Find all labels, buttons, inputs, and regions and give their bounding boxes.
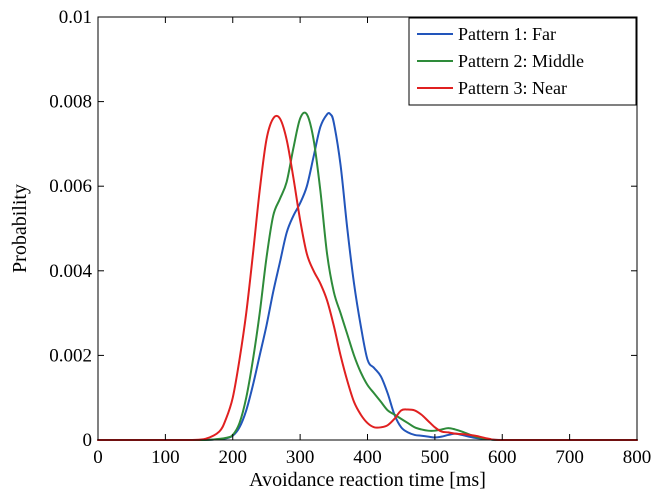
series-line-2 xyxy=(97,111,638,442)
x-tick-label: 200 xyxy=(219,447,248,468)
legend-label-3: Pattern 3: Near xyxy=(458,78,567,98)
x-tick-label: 300 xyxy=(286,447,315,468)
y-tick-label: 0.01 xyxy=(59,7,92,28)
y-tick-label: 0.008 xyxy=(49,92,92,113)
y-tick-label: 0 xyxy=(83,430,93,451)
y-tick-label: 0.002 xyxy=(49,345,92,366)
x-tick-label: 0 xyxy=(93,447,103,468)
x-tick-label: 700 xyxy=(555,447,584,468)
x-axis-label: Avoidance reaction time [ms] xyxy=(249,469,486,491)
x-tick-label: 500 xyxy=(421,447,450,468)
series-line-1 xyxy=(97,111,638,442)
x-tick-label: 400 xyxy=(353,447,382,468)
x-tick-label: 600 xyxy=(488,447,517,468)
legend-label-2: Pattern 2: Middle xyxy=(458,51,584,71)
legend-label-1: Pattern 1: Far xyxy=(458,24,556,44)
y-tick-label: 0.004 xyxy=(49,261,92,282)
series-line-3 xyxy=(97,114,638,442)
axis-tick-labels: 0 100 200 300 400 500 600 700 800 0 0.002 0.004 0.00… xyxy=(49,7,651,468)
legend: Pattern 1: Far Pattern 2: Middle Pattern 3… xyxy=(408,17,637,106)
series-curves xyxy=(97,111,638,442)
x-tick-label: 800 xyxy=(623,447,652,468)
y-axis-label: Probability xyxy=(9,184,31,273)
y-tick-label: 0.006 xyxy=(49,176,92,197)
x-tick-label: 100 xyxy=(151,447,180,468)
